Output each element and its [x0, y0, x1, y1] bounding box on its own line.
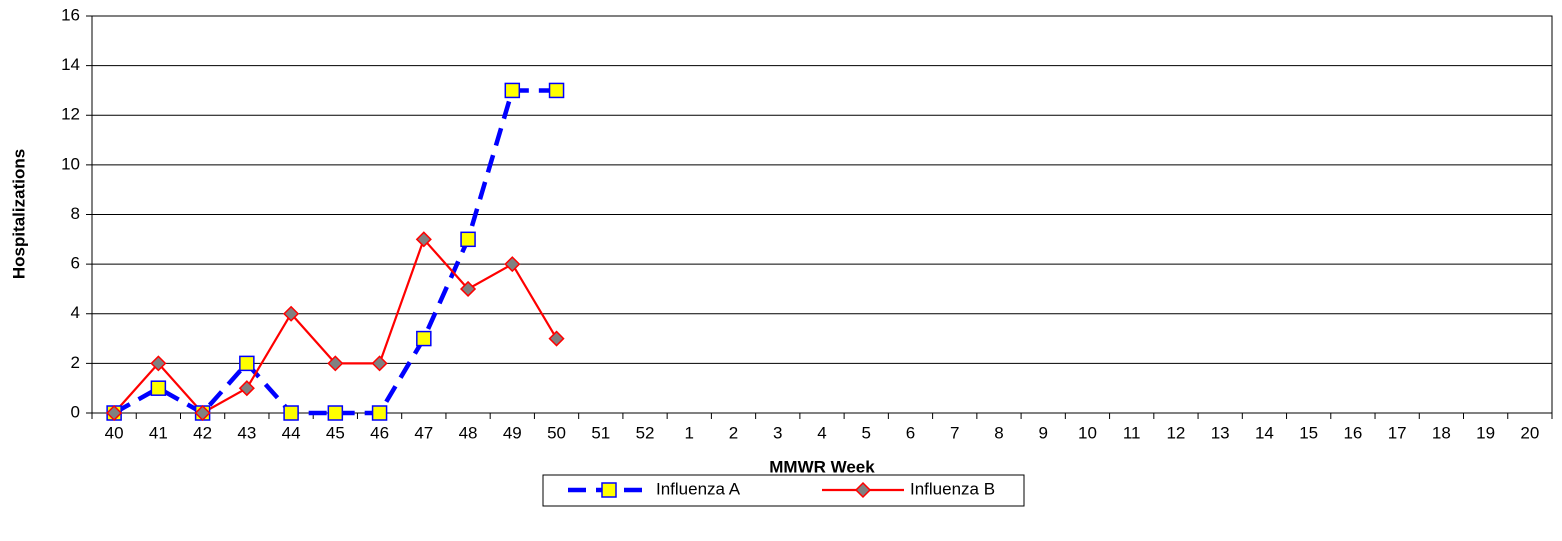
- data-point: [548, 330, 565, 347]
- x-tick-label: 49: [503, 423, 522, 442]
- data-point: [150, 355, 167, 372]
- data-point: [106, 404, 123, 422]
- data-point: [460, 231, 476, 248]
- x-tick-label: 17: [1388, 423, 1407, 442]
- series-line: [113, 88, 557, 416]
- x-tick-label: 15: [1299, 423, 1318, 442]
- y-tick-label: 14: [61, 55, 80, 74]
- x-tick-label: 40: [105, 423, 124, 442]
- x-tick-label: 19: [1476, 423, 1495, 442]
- x-tick-label: 16: [1343, 423, 1362, 442]
- x-tick-label: 13: [1211, 423, 1230, 442]
- x-tick-label: 8: [994, 423, 1003, 442]
- y-axis-label: Hospitalizations: [9, 149, 28, 279]
- data-point: [504, 82, 521, 99]
- legend-marker: [854, 481, 872, 499]
- x-tick-label: 14: [1255, 423, 1274, 442]
- x-tick-label: 48: [459, 423, 478, 442]
- x-tick-label: 20: [1520, 423, 1539, 442]
- data-point: [239, 355, 255, 372]
- data-point: [283, 305, 300, 322]
- x-tick-label: 12: [1166, 423, 1185, 442]
- x-tick-label: 4: [817, 423, 826, 442]
- data-point: [238, 380, 255, 397]
- legend-box: [542, 474, 1025, 507]
- y-tick-label: 6: [71, 254, 80, 273]
- x-axis-label: MMWR Week: [769, 457, 875, 476]
- data-point: [460, 280, 477, 297]
- data-point: [415, 231, 432, 248]
- x-tick-label: 44: [282, 423, 301, 442]
- x-tick-label: 52: [636, 423, 655, 442]
- data-point: [416, 330, 432, 347]
- data-point: [283, 405, 299, 421]
- legend-label: Influenza B: [910, 479, 995, 498]
- x-tick-label: 41: [149, 423, 168, 442]
- x-tick-label: 2: [729, 423, 738, 442]
- y-tick-label: 10: [61, 154, 80, 173]
- data-point: [150, 380, 167, 396]
- x-tick-label: 11: [1123, 423, 1141, 442]
- y-tick-label: 8: [71, 204, 80, 223]
- data-point: [327, 405, 344, 421]
- x-tick-label: 45: [326, 423, 345, 442]
- x-tick-label: 3: [773, 423, 782, 442]
- x-tick-label: 7: [950, 423, 959, 442]
- data-point: [194, 404, 211, 422]
- x-tick-label: 6: [906, 423, 915, 442]
- y-tick-label: 12: [61, 105, 80, 124]
- y-tick-label: 0: [71, 402, 80, 421]
- data-point: [504, 256, 521, 273]
- y-tick-label: 2: [71, 353, 80, 372]
- x-tick-label: 46: [370, 423, 389, 442]
- legend-label: Influenza A: [656, 479, 741, 498]
- x-tick-label: 51: [591, 423, 610, 442]
- y-tick-label: 16: [61, 5, 80, 24]
- data-point: [371, 405, 388, 421]
- x-tick-label: 9: [1038, 423, 1047, 442]
- data-point: [327, 355, 344, 372]
- x-tick-label: 10: [1078, 423, 1097, 442]
- x-tick-label: 50: [547, 423, 566, 442]
- data-point: [371, 355, 388, 372]
- x-tick-label: 5: [862, 423, 871, 442]
- x-tick-label: 18: [1432, 423, 1451, 442]
- legend-marker: [601, 482, 617, 498]
- y-tick-label: 4: [71, 303, 80, 322]
- x-tick-label: 42: [193, 423, 212, 442]
- x-tick-label: 1: [685, 423, 694, 442]
- plot-border: [91, 15, 1553, 414]
- x-tick-label: 47: [414, 423, 433, 442]
- data-point: [548, 82, 565, 99]
- x-tick-label: 43: [237, 423, 256, 442]
